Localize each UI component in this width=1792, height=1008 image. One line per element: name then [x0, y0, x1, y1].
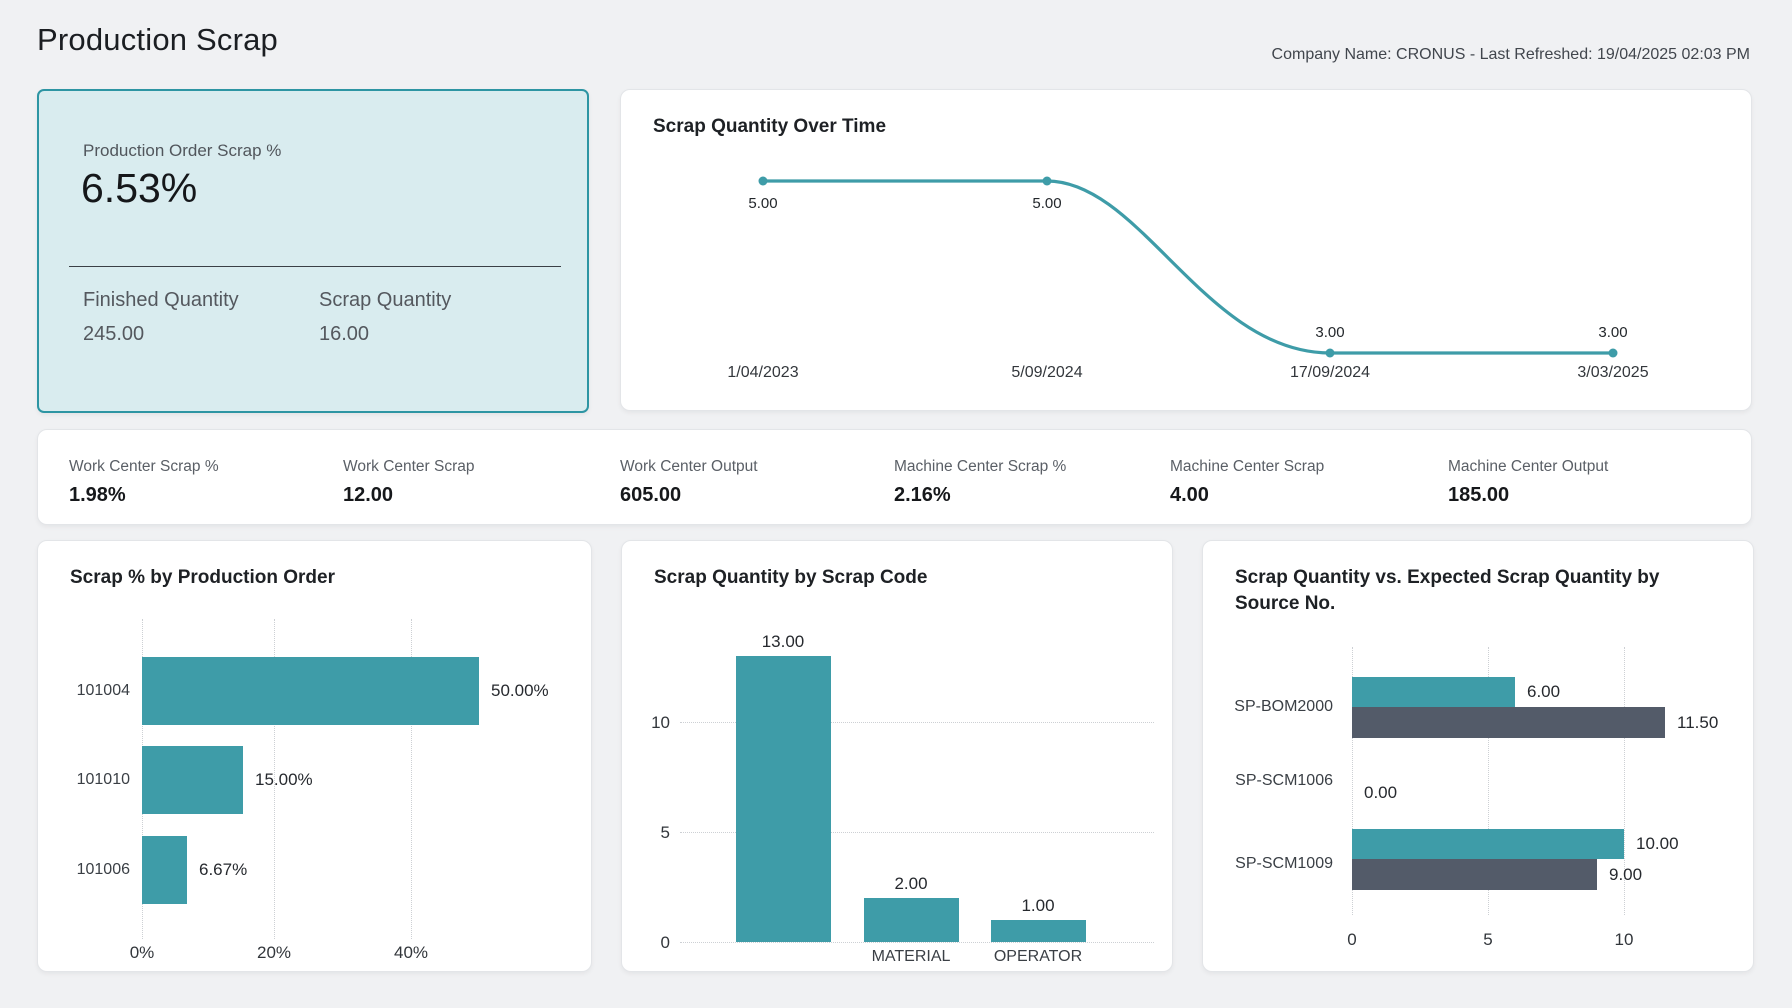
bar-101004[interactable] [142, 657, 479, 725]
value-label-blank: 13.00 [761, 632, 805, 651]
metric-value-0: 1.98% [69, 484, 126, 506]
gridline-y-2 [680, 722, 1154, 723]
category-label-SP-SCM1006: SP-SCM1006 [1235, 772, 1333, 789]
value-label-OPERATOR: 1.00 [1021, 896, 1055, 915]
kpi-label: Production Order Scrap % [83, 141, 282, 160]
metric-value-3: 2.16% [894, 484, 951, 506]
company-refresh-info: Company Name: CRONUS - Last Refreshed: 1… [1271, 46, 1750, 63]
page-title: Production Scrap [37, 22, 278, 57]
point-label-3: 3.00 [1598, 324, 1628, 341]
value-label-101004: 50.00% [491, 681, 549, 700]
line-chart-title: Scrap Quantity Over Time [653, 116, 887, 137]
scrap-bar-SP-BOM2000[interactable] [1352, 677, 1515, 707]
finished-quantity-value: 245.00 [83, 323, 145, 345]
metric-label-2: Work Center Output [620, 458, 758, 475]
expected-scrap-bar-SP-SCM1009[interactable] [1352, 859, 1597, 890]
scrap-bar-SP-SCM1009[interactable] [1352, 829, 1624, 859]
point-label-2: 3.00 [1315, 324, 1345, 341]
kpi-divider [69, 266, 561, 267]
metric-label-5: Machine Center Output [1448, 458, 1609, 475]
metric-label-3: Machine Center Scrap % [894, 458, 1067, 475]
x-tick-2: 10 [1614, 930, 1634, 949]
line-chart-card: Scrap Quantity Over Time 5.00 1/04/2023 5.… [620, 89, 1752, 411]
kpi-value: 6.53% [81, 165, 198, 211]
metric-value-1: 12.00 [343, 484, 394, 506]
value-label-101006: 6.67% [199, 860, 248, 879]
gridline-x-2 [1624, 647, 1625, 915]
x-axis-label-2: 17/09/2024 [1289, 364, 1371, 381]
y-tick-1: 5 [660, 823, 670, 842]
data-point-1/04/2023[interactable] [758, 176, 768, 186]
metric-value-4: 4.00 [1170, 484, 1209, 506]
metric-label-4: Machine Center Scrap [1170, 458, 1325, 475]
gridline-x-1 [274, 619, 275, 939]
value-label-MATERIAL: 2.00 [894, 874, 928, 893]
x-axis-label-3: 3/03/2025 [1577, 364, 1649, 381]
scrap-quantity-value: 16.00 [319, 323, 370, 345]
y-tick-2: 10 [651, 713, 670, 732]
scrap-quantity-label: Scrap Quantity [319, 289, 452, 311]
x-tick-1: 20% [256, 943, 292, 962]
bar-101006[interactable] [142, 836, 187, 904]
gridline-y-0 [680, 942, 1154, 943]
metrics-row: Work Center Scrap % 1.98% Work Center Scra… [38, 430, 1751, 524]
metric-label-0: Work Center Scrap % [69, 458, 219, 475]
finished-quantity-label: Finished Quantity [83, 289, 239, 311]
scrap-by-scrap-code-chart: 0 5 10 13.00 2.00 MATERIAL 1.00 OPERATOR [622, 541, 1172, 971]
data-point-5/09/2024[interactable] [1042, 176, 1052, 186]
trend-line [763, 179, 1613, 355]
category-label-MATERIAL: MATERIAL [871, 948, 951, 965]
column-blank[interactable] [736, 656, 831, 942]
metric-label-1: Work Center Scrap [343, 458, 475, 475]
bar-101010[interactable] [142, 746, 243, 814]
scrap-by-production-order-card: Scrap % by Production Order 0% 20% 40% 1010… [37, 540, 592, 972]
category-label-101006: 101006 [76, 861, 130, 878]
scrap-by-production-order-title: Scrap % by Production Order [70, 567, 335, 588]
scrap-value-SP-SCM1009: 10.00 [1636, 834, 1679, 853]
trend-line-svg [758, 176, 1618, 358]
category-label-SP-SCM1009: SP-SCM1009 [1235, 855, 1333, 872]
category-label-OPERATOR: OPERATOR [993, 948, 1083, 965]
scrap-by-scrap-code-title: Scrap Quantity by Scrap Code [654, 567, 928, 588]
scrap-by-production-order-chart: 0% 20% 40% 101004 50.00% 101010 15.00% 101006 6.… [38, 541, 591, 971]
scrap-over-time-chart: 5.00 1/04/2023 5.00 5/09/2024 3.00 17/09/2024… [621, 90, 1751, 410]
expected-scrap-bar-SP-BOM2000[interactable] [1352, 707, 1665, 738]
scrap-vs-expected-title: Scrap Quantity vs. Expected Scrap Quanti… [1235, 567, 1660, 614]
x-axis-label-1: 5/09/2024 [1011, 364, 1083, 381]
gridline-y-1 [680, 832, 1154, 833]
data-point-3/03/2025[interactable] [1608, 348, 1618, 358]
gridline-x-1 [1488, 647, 1489, 915]
point-label-1: 5.00 [1032, 195, 1062, 212]
x-axis-label-0: 1/04/2023 [727, 364, 799, 381]
gridline-x-2 [411, 619, 412, 939]
scrap-value-SP-BOM2000: 6.00 [1527, 682, 1561, 701]
category-label-101010: 101010 [76, 771, 130, 788]
category-label-SP-BOM2000: SP-BOM2000 [1234, 698, 1333, 715]
scrap-vs-expected-chart: 0 5 10 SP-BOM2000 6.00 11.50 SP-SCM1006 0.00 SP-… [1203, 541, 1753, 971]
scrap-by-scrap-code-card: Scrap Quantity by Scrap Code 0 5 10 13.00 2.… [621, 540, 1173, 972]
point-label-0: 5.00 [748, 195, 778, 212]
column-MATERIAL[interactable] [864, 898, 959, 942]
metrics-strip: Work Center Scrap % 1.98% Work Center Scra… [37, 429, 1752, 525]
value-label-101010: 15.00% [255, 770, 313, 789]
expected-scrap-value-SP-SCM1009: 9.00 [1609, 865, 1643, 884]
metric-value-5: 185.00 [1448, 484, 1510, 506]
scrap-vs-expected-card: Scrap Quantity vs. Expected Scrap Quanti… [1202, 540, 1754, 972]
expected-scrap-value-SP-BOM2000: 11.50 [1677, 713, 1719, 732]
y-tick-0: 0 [660, 933, 670, 952]
kpi-card-production-order-scrap: Production Order Scrap % 6.53% Finished … [37, 89, 589, 413]
category-label-101004: 101004 [76, 682, 130, 699]
gridline-x-0 [1352, 647, 1353, 915]
data-point-17/09/2024[interactable] [1325, 348, 1335, 358]
x-tick-1: 5 [1483, 930, 1493, 949]
x-tick-0: 0 [1347, 930, 1357, 949]
x-tick-0: 0% [129, 943, 155, 962]
scrap-value-SP-SCM1006: 0.00 [1364, 783, 1398, 802]
x-tick-2: 40% [393, 943, 429, 962]
metric-value-2: 605.00 [620, 484, 682, 506]
column-OPERATOR[interactable] [991, 920, 1086, 942]
